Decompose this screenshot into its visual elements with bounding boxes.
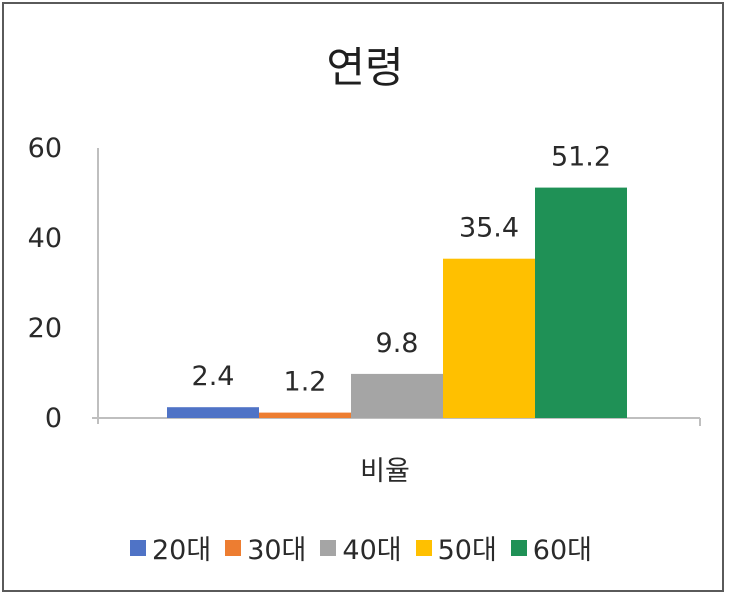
legend-label: 60대 — [532, 535, 592, 566]
bar-40대 — [351, 373, 443, 418]
legend-item: 40대 — [320, 528, 402, 567]
legend-swatch — [510, 539, 527, 556]
legend-item: 60대 — [510, 528, 592, 567]
y-tick-label: 0 — [45, 403, 62, 434]
data-label: 51.2 — [551, 142, 611, 173]
bar-60대 — [535, 187, 627, 418]
bar-50대 — [443, 258, 535, 418]
data-label: 1.2 — [284, 367, 327, 398]
chart-title: 연령 — [326, 43, 404, 92]
legend-swatch — [225, 539, 242, 556]
legend: 20대 30대 40대 50대 60대 — [0, 528, 722, 567]
y-tick-label: 40 — [28, 223, 62, 254]
bar-20대 — [167, 407, 259, 418]
legend-label: 50대 — [437, 535, 497, 566]
y-tick-label: 20 — [28, 313, 62, 344]
legend-label: 30대 — [247, 535, 307, 566]
data-label: 2.4 — [192, 361, 235, 392]
bar-30대 — [259, 412, 351, 418]
legend-label: 40대 — [342, 535, 402, 566]
data-label: 9.8 — [376, 328, 419, 359]
data-label: 35.4 — [459, 213, 519, 244]
legend-label: 20대 — [151, 535, 212, 566]
legend-item: 50대 — [415, 528, 497, 567]
legend-swatch — [415, 539, 432, 556]
x-category-label: 비율 — [360, 456, 410, 487]
legend-swatch — [320, 539, 337, 556]
y-tick-label: 60 — [28, 133, 62, 164]
legend-item: 30대 — [225, 528, 306, 567]
legend-swatch — [129, 539, 146, 556]
legend-item: 20대 — [129, 528, 212, 567]
